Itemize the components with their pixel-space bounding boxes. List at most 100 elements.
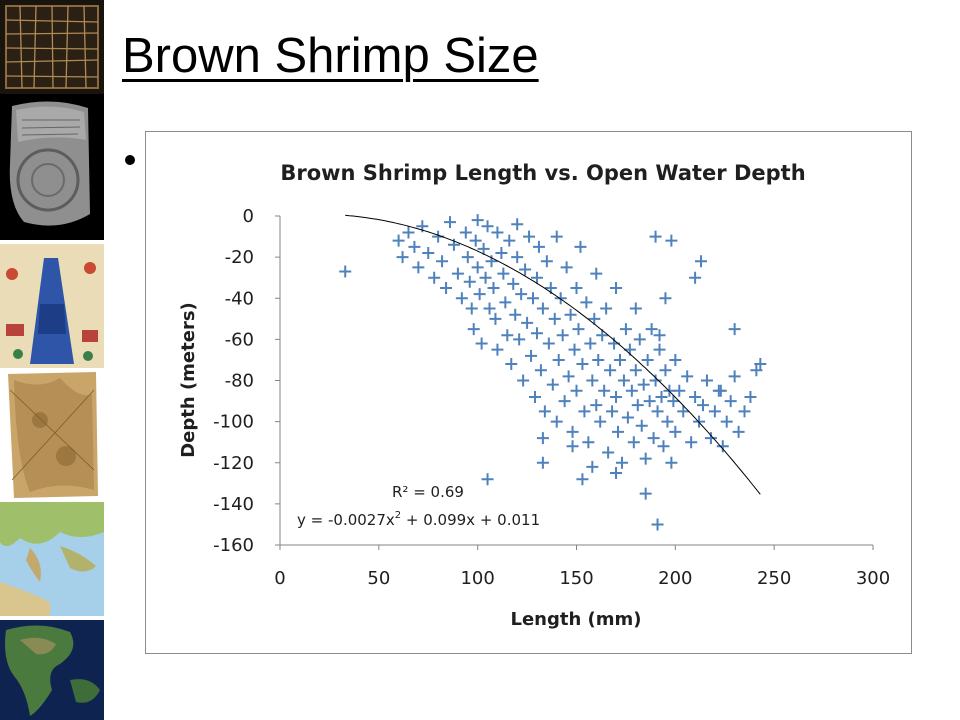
clay-tablet-thumbnail xyxy=(0,94,104,240)
x-tick-label: 250 xyxy=(757,568,791,589)
data-point xyxy=(617,374,630,387)
globe-thumbnail xyxy=(0,620,104,720)
x-tick-label: 300 xyxy=(856,568,890,589)
data-point xyxy=(633,333,646,346)
data-point xyxy=(610,390,623,403)
data-point xyxy=(463,275,476,288)
data-point xyxy=(552,353,565,366)
x-tick-label: 100 xyxy=(460,568,494,589)
data-point xyxy=(576,358,589,371)
bullet-point xyxy=(125,155,135,165)
data-point xyxy=(647,432,660,445)
illuminated-map-thumbnail xyxy=(0,244,104,368)
data-point xyxy=(606,405,619,418)
data-point xyxy=(542,337,555,350)
data-point xyxy=(530,327,543,340)
data-point xyxy=(704,432,717,445)
data-point xyxy=(556,329,569,342)
data-point xyxy=(536,456,549,469)
data-point xyxy=(631,399,644,412)
trendline-equation: y = -0.0027x2 + 0.099x + 0.011 xyxy=(297,510,540,529)
data-point xyxy=(422,247,435,260)
chart-title: Brown Shrimp Length vs. Open Water Depth xyxy=(280,161,805,185)
data-point xyxy=(509,308,522,321)
data-point xyxy=(461,251,474,264)
equation-main: y = -0.0027x xyxy=(297,511,395,529)
data-point xyxy=(428,271,441,284)
data-point xyxy=(590,267,603,280)
data-point xyxy=(728,323,741,336)
data-point xyxy=(619,323,632,336)
data-point xyxy=(469,234,482,247)
data-point xyxy=(572,323,585,336)
data-point xyxy=(651,518,664,531)
slide-title: Brown Shrimp Size xyxy=(122,29,539,83)
data-point xyxy=(653,343,666,356)
data-point xyxy=(527,292,540,305)
x-tick-label: 150 xyxy=(559,568,593,589)
data-point xyxy=(402,226,415,239)
data-point xyxy=(530,271,543,284)
data-point xyxy=(459,226,472,239)
equation-rest: + 0.099x + 0.011 xyxy=(401,511,540,529)
data-point xyxy=(639,487,652,500)
data-point xyxy=(724,395,737,408)
data-point xyxy=(546,378,559,391)
data-point xyxy=(475,337,488,350)
chart-frame: Brown Shrimp Length vs. Open Water Depth… xyxy=(145,131,912,654)
y-tick-label: -120 xyxy=(213,453,254,474)
data-point xyxy=(550,230,563,243)
data-point xyxy=(525,349,538,362)
data-point xyxy=(586,460,599,473)
data-point xyxy=(615,456,628,469)
data-point xyxy=(519,263,532,276)
data-point xyxy=(744,390,757,403)
data-point xyxy=(515,288,528,301)
data-point xyxy=(576,473,589,486)
data-point xyxy=(714,384,727,397)
mediterranean-map-thumbnail xyxy=(0,502,104,616)
data-point xyxy=(649,374,662,387)
data-point xyxy=(534,364,547,377)
data-point xyxy=(673,384,686,397)
data-point xyxy=(477,242,490,255)
data-point xyxy=(639,452,652,465)
data-point xyxy=(505,358,518,371)
y-tick-label: -40 xyxy=(225,288,254,309)
data-point xyxy=(554,292,567,305)
data-point xyxy=(481,473,494,486)
data-point xyxy=(536,302,549,315)
data-point xyxy=(485,255,498,268)
data-point xyxy=(588,312,601,325)
data-point xyxy=(645,323,658,336)
data-point xyxy=(625,384,638,397)
data-point xyxy=(465,302,478,315)
data-point xyxy=(590,399,603,412)
data-point xyxy=(732,425,745,438)
data-point xyxy=(580,296,593,309)
data-point xyxy=(566,425,579,438)
x-tick-label: 50 xyxy=(367,568,390,589)
data-point xyxy=(754,358,767,371)
parchment-map-icon xyxy=(8,372,98,498)
data-point xyxy=(548,312,561,325)
data-point xyxy=(412,261,425,274)
data-point xyxy=(558,395,571,408)
data-point xyxy=(594,415,607,428)
data-point xyxy=(517,374,530,387)
data-point xyxy=(598,384,611,397)
data-point xyxy=(602,446,615,459)
illuminated-map-icon xyxy=(0,244,104,368)
data-point xyxy=(532,240,545,253)
data-point xyxy=(443,216,456,229)
scatter-points xyxy=(339,214,767,531)
data-point xyxy=(491,343,504,356)
data-point xyxy=(669,353,682,366)
data-point xyxy=(483,302,496,315)
data-point xyxy=(669,425,682,438)
data-point xyxy=(629,364,642,377)
data-point xyxy=(339,265,352,278)
data-point xyxy=(750,364,763,377)
data-point xyxy=(582,436,595,449)
data-point xyxy=(643,395,656,408)
